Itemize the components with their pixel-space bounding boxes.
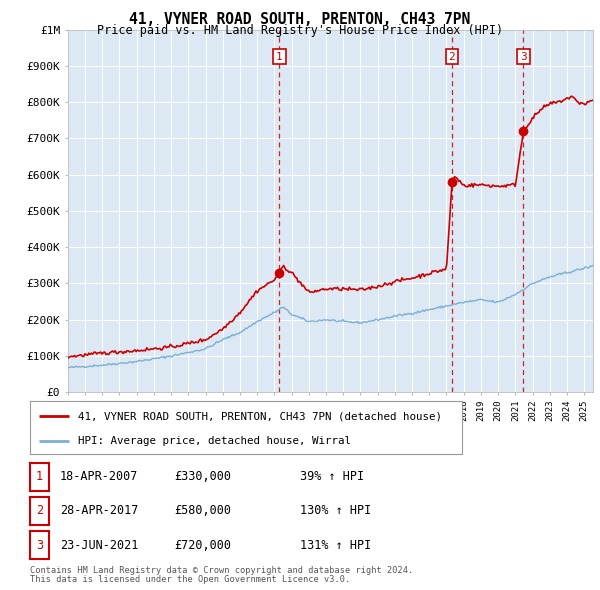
- Text: 1: 1: [276, 52, 283, 62]
- Text: 3: 3: [36, 539, 43, 552]
- Text: 41, VYNER ROAD SOUTH, PRENTON, CH43 7PN: 41, VYNER ROAD SOUTH, PRENTON, CH43 7PN: [130, 12, 470, 27]
- Text: This data is licensed under the Open Government Licence v3.0.: This data is licensed under the Open Gov…: [30, 575, 350, 584]
- Text: £580,000: £580,000: [174, 504, 231, 517]
- Text: £720,000: £720,000: [174, 539, 231, 552]
- Text: 2: 2: [449, 52, 455, 62]
- Text: 23-JUN-2021: 23-JUN-2021: [60, 539, 139, 552]
- Text: £330,000: £330,000: [174, 470, 231, 483]
- Text: 28-APR-2017: 28-APR-2017: [60, 504, 139, 517]
- Text: Contains HM Land Registry data © Crown copyright and database right 2024.: Contains HM Land Registry data © Crown c…: [30, 566, 413, 575]
- Text: 41, VYNER ROAD SOUTH, PRENTON, CH43 7PN (detached house): 41, VYNER ROAD SOUTH, PRENTON, CH43 7PN …: [77, 411, 442, 421]
- Text: 2: 2: [36, 504, 43, 517]
- Text: 39% ↑ HPI: 39% ↑ HPI: [300, 470, 364, 483]
- Text: 130% ↑ HPI: 130% ↑ HPI: [300, 504, 371, 517]
- Text: 3: 3: [520, 52, 527, 62]
- Text: 1: 1: [36, 470, 43, 483]
- Text: 131% ↑ HPI: 131% ↑ HPI: [300, 539, 371, 552]
- Text: HPI: Average price, detached house, Wirral: HPI: Average price, detached house, Wirr…: [77, 436, 350, 446]
- Text: 18-APR-2007: 18-APR-2007: [60, 470, 139, 483]
- Text: Price paid vs. HM Land Registry's House Price Index (HPI): Price paid vs. HM Land Registry's House …: [97, 24, 503, 37]
